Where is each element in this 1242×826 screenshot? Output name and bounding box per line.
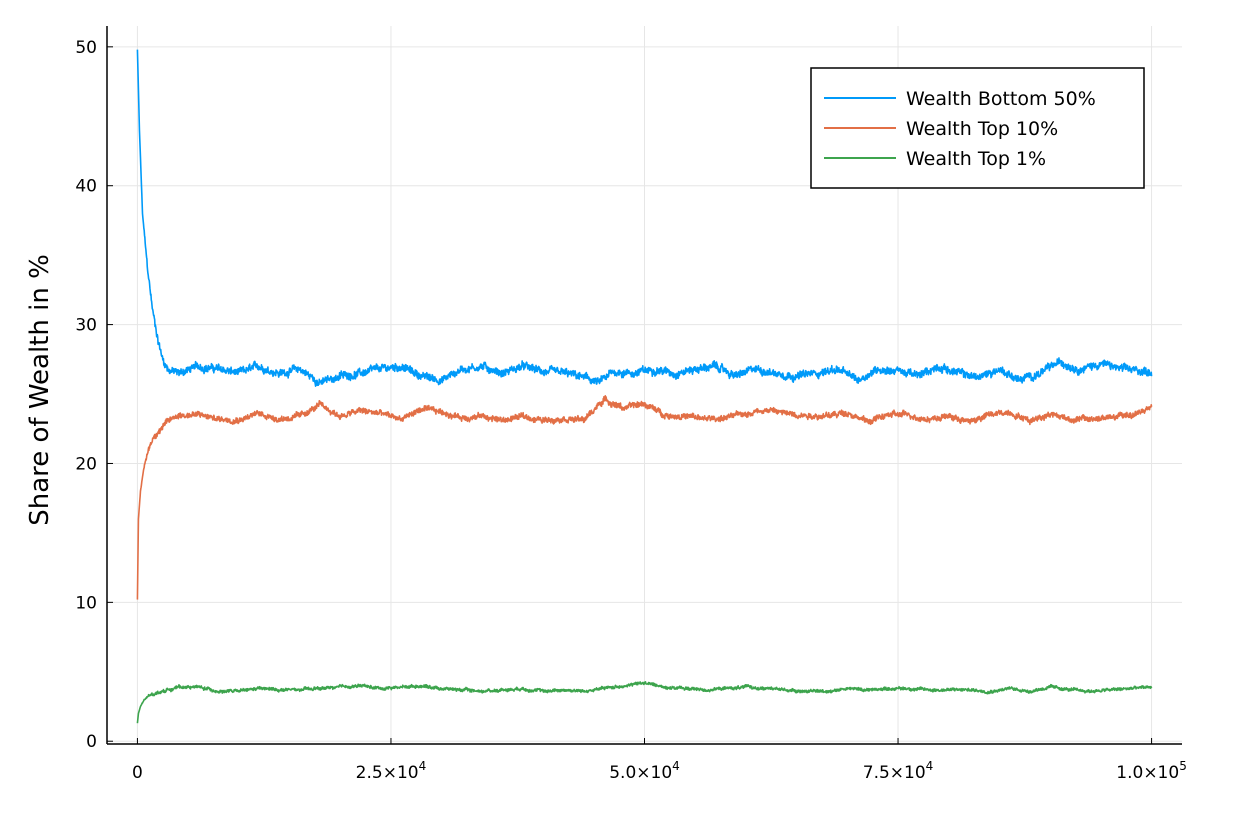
- tick-labels: 0 10 20 30 40 50 0 2.5×104 5.0×104 7.5×104 1.0×105: [75, 38, 1186, 783]
- y-tick-label-4: 40: [75, 177, 97, 197]
- y-tick-label-1: 10: [75, 593, 97, 613]
- x-tick-label-1: 2.5×104: [356, 759, 427, 783]
- plot-series: [136, 49, 1153, 724]
- series-line-1: [136, 394, 1153, 600]
- series-line-0: [136, 49, 1153, 387]
- legend-label-0: Wealth Bottom 50%: [906, 88, 1096, 110]
- y-tick-label-5: 50: [75, 38, 97, 58]
- x-tick-label-3: 7.5×104: [863, 759, 934, 783]
- y-axis-label: Share of Wealth in %: [25, 254, 55, 526]
- series-line-2: [136, 681, 1153, 724]
- x-tick-label-0: 0: [132, 763, 143, 783]
- legend: Wealth Bottom 50% Wealth Top 10% Wealth To…: [810, 67, 1145, 189]
- y-tick-label-3: 30: [75, 316, 97, 336]
- x-tick-label-4: 1.0×105: [1116, 759, 1187, 783]
- y-tick-label-2: 20: [75, 454, 97, 474]
- x-tick-label-2: 5.0×104: [609, 759, 680, 783]
- legend-label-2: Wealth Top 1%: [906, 148, 1046, 170]
- y-tick-label-0: 0: [86, 732, 97, 752]
- legend-label-1: Wealth Top 10%: [906, 118, 1058, 140]
- axes: [106, 26, 1182, 745]
